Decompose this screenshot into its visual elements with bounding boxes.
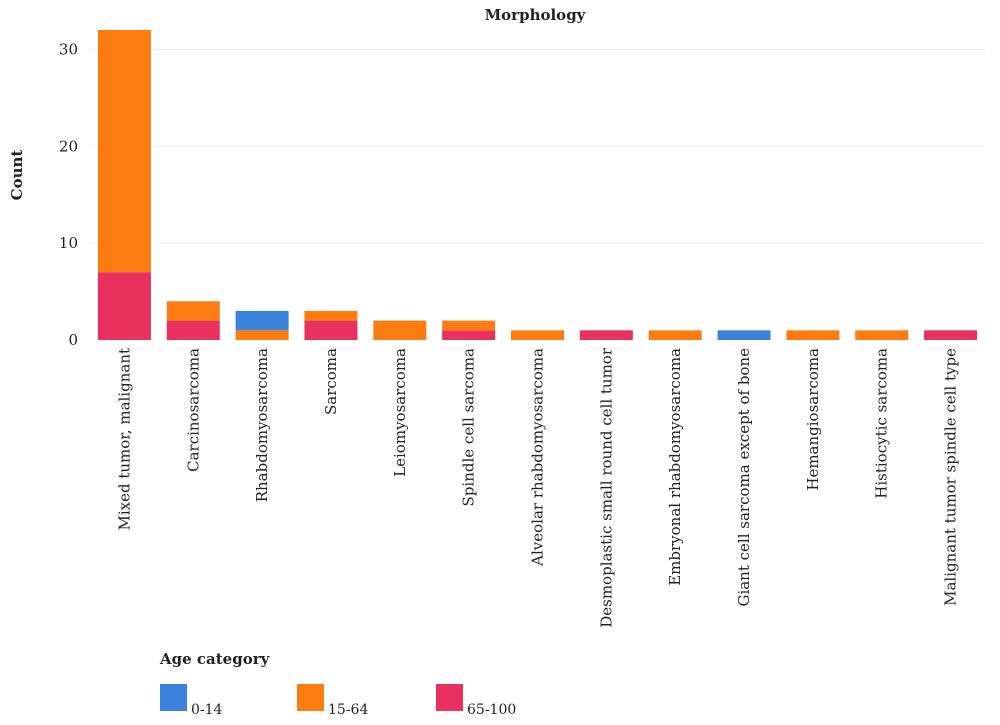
y-tick-label: 0 xyxy=(68,331,78,349)
bar-segment xyxy=(648,330,702,340)
x-tick-label: Leiomyosarcoma xyxy=(391,348,409,477)
bar-segment xyxy=(442,330,496,340)
bars xyxy=(97,30,978,340)
x-tick-label: Malignant tumor spindle cell type xyxy=(942,348,960,606)
bar-segment xyxy=(924,330,978,340)
bar-segment xyxy=(373,320,427,340)
bar-segment xyxy=(442,320,496,331)
y-axis-label: Count xyxy=(8,150,26,201)
morphology-chart: Morphology Count 0 10 20 30 Mixed tumor, ma… xyxy=(8,6,985,628)
legend-item-0-14: 0-14 xyxy=(160,684,222,717)
x-tick-label: Carcinosarcoma xyxy=(184,348,202,472)
legend-item-15-64: 15-64 xyxy=(297,684,368,717)
x-tick-label: Spindle cell sarcoma xyxy=(460,348,478,506)
legend-item-65-100: 65-100 xyxy=(436,684,516,717)
y-axis-ticks: 0 10 20 30 xyxy=(59,40,78,349)
x-tick-label: Sarcoma xyxy=(322,348,340,415)
legend-label: 0-14 xyxy=(191,702,223,718)
grid-lines xyxy=(90,48,985,244)
x-tick-label: Mixed tumor, malignant xyxy=(115,348,133,531)
chart-title: Morphology xyxy=(485,6,587,24)
bar-segment xyxy=(97,30,151,273)
x-tick-label: Rhabdomyosarcoma xyxy=(253,348,271,502)
legend-title: Age category xyxy=(160,650,270,668)
x-tick-label: Giant cell sarcoma except of bone xyxy=(735,348,753,607)
x-tick-label: Desmoplastic small round cell tumor xyxy=(597,347,615,628)
bar-segment xyxy=(235,310,289,331)
bar-segment xyxy=(166,320,220,340)
y-tick-label: 20 xyxy=(59,137,78,155)
y-tick-label: 30 xyxy=(59,40,78,58)
legend-label: 15-64 xyxy=(328,702,369,718)
legend-swatch-0-14 xyxy=(160,684,187,711)
bar-segment xyxy=(855,330,909,340)
x-tick-label: Alveolar rhabdomyosarcoma xyxy=(529,348,547,567)
bar-segment xyxy=(304,320,358,340)
x-tick-label: Histiocytic sarcoma xyxy=(873,348,891,499)
bar-segment xyxy=(717,330,771,340)
bar-segment xyxy=(786,330,840,340)
x-tick-label: Hemangiosarcoma xyxy=(804,348,822,491)
legend-swatch-65-100 xyxy=(436,684,463,711)
bar-segment xyxy=(304,310,358,321)
bar-segment xyxy=(97,272,151,340)
y-tick-label: 10 xyxy=(59,234,78,252)
legend-swatch-15-64 xyxy=(297,684,324,711)
x-axis-labels: Mixed tumor, malignant Carcinosarcoma Rhab… xyxy=(115,347,959,628)
bar-segment xyxy=(166,301,220,321)
bar-segment xyxy=(579,330,633,340)
legend-label: 65-100 xyxy=(467,702,517,718)
x-tick-label: Embryonal rhabdomyosarcoma xyxy=(666,348,684,586)
bar-segment xyxy=(511,330,564,340)
bar-segment xyxy=(235,330,289,340)
